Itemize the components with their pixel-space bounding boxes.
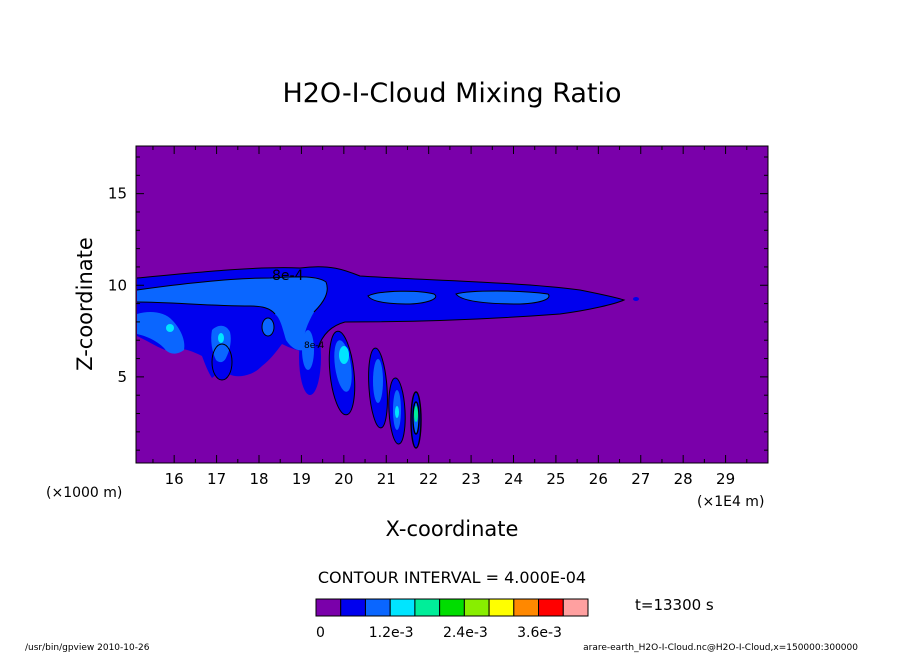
contour-line [368, 347, 388, 429]
colorbar-tick-label: 0 [316, 625, 325, 641]
contour-region [456, 291, 549, 304]
plot-frame [135, 145, 769, 464]
contour-region [262, 318, 274, 336]
x-axis-ticks: 16 17 18 19 20 21 22 23 24 25 26 27 28 29 [152, 146, 748, 488]
colorbar-swatch [562, 598, 589, 617]
contour-line [328, 330, 356, 416]
contour-region [633, 297, 639, 301]
contour-line [367, 290, 437, 305]
colorbar-swatch [364, 598, 391, 617]
x-tick-label: 25 [546, 470, 565, 488]
y-tick-label: 15 [108, 185, 127, 203]
contour-line [211, 343, 233, 381]
contour-line [136, 301, 276, 315]
y-axis-ticks: 5 10 15 [108, 156, 768, 451]
x-tick-label: 27 [631, 470, 650, 488]
x-unit-right: (×1E4 m) [697, 494, 764, 510]
contour-lines [136, 266, 626, 449]
x-unit-left: (×1000 m) [46, 485, 122, 501]
x-tick-label: 23 [462, 470, 481, 488]
contour-region [368, 291, 436, 304]
colorbar-swatch [513, 598, 540, 617]
contour-label: 8e-4 [272, 268, 304, 284]
contour-region [395, 406, 399, 418]
x-tick-label: 20 [334, 470, 353, 488]
colorbar-swatch [439, 598, 465, 617]
contour-region [302, 330, 314, 370]
contour-line [410, 391, 422, 449]
y-tick-label: 5 [117, 368, 127, 386]
x-tick-label: 21 [377, 470, 396, 488]
contour-line [136, 266, 626, 349]
y-tick-label: 10 [108, 276, 127, 294]
contour-level-4 [414, 406, 418, 422]
x-tick-label: 26 [589, 470, 608, 488]
colorbar-tick-label: 1.2e-3 [369, 625, 414, 641]
contour-region [373, 359, 383, 403]
contour-region [414, 406, 418, 422]
x-tick-label: 19 [292, 470, 311, 488]
colorbar-swatch [389, 598, 416, 617]
x-tick-label: 29 [716, 470, 735, 488]
colorbar-swatch [463, 598, 490, 617]
colorbar [315, 598, 589, 617]
x-tick-label: 28 [674, 470, 693, 488]
y-axis-label: Z-coordinate [73, 237, 97, 371]
x-tick-label: 17 [207, 470, 226, 488]
colorbar-swatch [538, 598, 564, 617]
colorbar-swatch [414, 598, 441, 617]
contour-region [137, 312, 185, 354]
footer-left: /usr/bin/gpview 2010-10-26 [25, 643, 150, 653]
contour-line [136, 276, 328, 313]
contour-line [455, 290, 550, 305]
colorbar-swatch [488, 598, 515, 617]
x-tick-label: 18 [249, 470, 268, 488]
colorbar-swatch [315, 598, 342, 617]
contour-line [412, 401, 420, 435]
footer-right: arare-earth_H2O-I-Cloud.nc@H2O-I-Cloud,x… [583, 643, 858, 653]
contour-interval-label: CONTOUR INTERVAL = 4.000E-04 [318, 568, 586, 587]
x-tick-label: 16 [165, 470, 184, 488]
colorbar-tick-label: 3.6e-3 [517, 625, 562, 641]
contour-level-2 [137, 276, 549, 434]
contour-region [339, 346, 349, 364]
x-tick-label: 24 [504, 470, 523, 488]
contour-level-3 [166, 324, 399, 418]
x-axis-label: X-coordinate [386, 517, 519, 541]
contour-label: 8e-4 [304, 341, 325, 351]
contour-line [388, 377, 406, 445]
plot-area: 8e-4 8e-4 [135, 145, 769, 464]
chart-title: H2O-I-Cloud Mixing Ratio [282, 78, 621, 109]
contour-line [261, 317, 275, 337]
contour-region [166, 324, 174, 332]
colorbar-swatch [340, 598, 366, 617]
contour-region [137, 276, 328, 351]
colorbar-tick-label: 2.4e-3 [443, 625, 488, 641]
time-label: t=13300 s [635, 596, 714, 614]
colorbar-tick-labels: 0 1.2e-3 2.4e-3 3.6e-3 [316, 625, 562, 641]
contour-region [218, 333, 224, 343]
x-tick-label: 22 [419, 470, 438, 488]
